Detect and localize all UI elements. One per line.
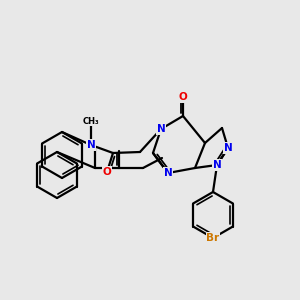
Text: N: N [213,160,221,170]
Text: N: N [164,168,172,178]
Text: O: O [103,167,111,177]
Text: O: O [178,92,188,102]
Text: Br: Br [206,233,220,243]
Text: N: N [224,143,232,153]
Text: N: N [157,124,165,134]
Text: CH₃: CH₃ [83,116,99,125]
Text: N: N [87,140,95,150]
